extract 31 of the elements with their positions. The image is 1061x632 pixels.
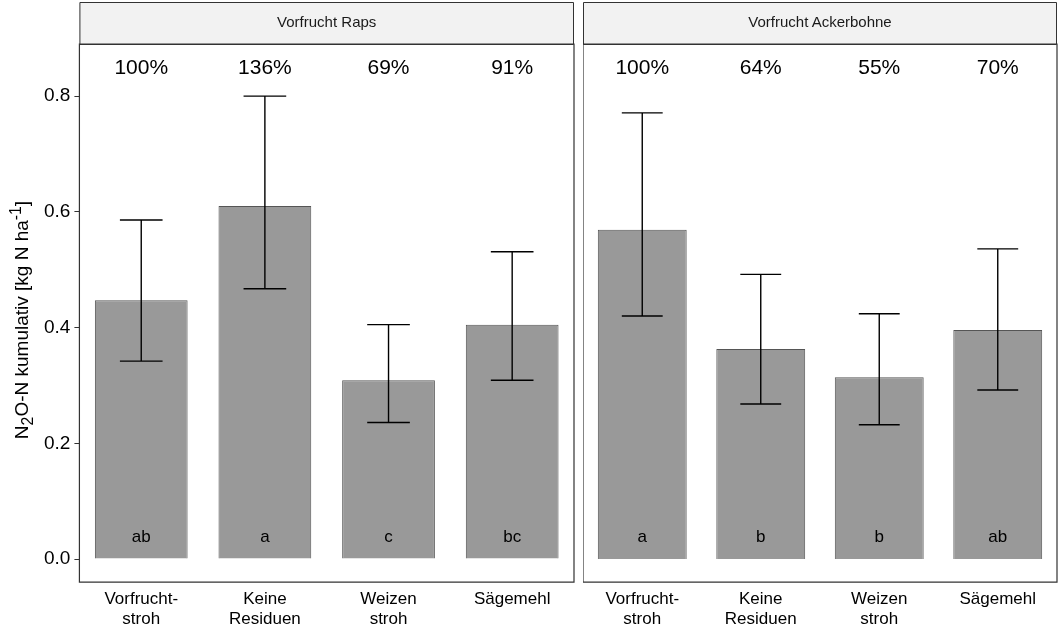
annotation: ab xyxy=(988,526,1008,546)
annotation: 55% xyxy=(858,54,901,78)
chart-title: Vorfrucht Ackerbohne xyxy=(748,13,892,31)
annotation: 136% xyxy=(238,54,292,78)
annotation: b xyxy=(756,526,766,546)
x-tick-label: Sägemehl xyxy=(473,589,551,609)
annotation: 64% xyxy=(739,54,782,78)
annotation: ab xyxy=(131,526,151,546)
annotation: 69% xyxy=(367,54,410,78)
annotation: bc xyxy=(503,526,522,546)
annotation: b xyxy=(874,526,884,546)
y-tick-label: 0.8 xyxy=(43,84,71,106)
annotation: a xyxy=(260,526,271,546)
annotation: 100% xyxy=(114,54,169,78)
x-tick-label: Keine Residuen xyxy=(724,589,797,629)
x-tick-label: Weizen stroh xyxy=(360,589,417,629)
chart-title: Vorfrucht Raps xyxy=(277,13,377,31)
y-tick-label: 0.2 xyxy=(43,431,71,453)
annotation: 100% xyxy=(615,54,670,78)
x-tick-label: Vorfrucht- stroh xyxy=(104,589,179,629)
y-tick-label: 0.0 xyxy=(43,547,71,569)
x-tick-label: Sägemehl xyxy=(959,589,1037,609)
y-tick-label: 0.4 xyxy=(43,315,71,337)
annotation: 70% xyxy=(976,54,1019,78)
annotation: 91% xyxy=(491,54,534,78)
annotation: c xyxy=(384,526,394,546)
y-tick-label: 0.6 xyxy=(43,200,71,222)
annotation: a xyxy=(637,526,648,546)
x-tick-label: Keine Residuen xyxy=(228,589,301,629)
x-tick-label: Vorfrucht- stroh xyxy=(605,589,680,629)
x-tick-label: Weizen stroh xyxy=(851,589,908,629)
